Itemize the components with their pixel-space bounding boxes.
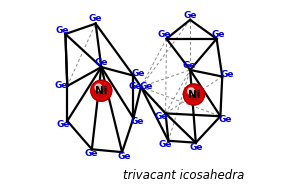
Text: Ge: Ge: [189, 143, 203, 152]
Circle shape: [192, 93, 196, 96]
Circle shape: [190, 91, 198, 98]
Circle shape: [186, 87, 202, 102]
Circle shape: [94, 84, 109, 98]
Text: Ge: Ge: [218, 115, 231, 124]
Circle shape: [96, 85, 106, 96]
Circle shape: [187, 88, 201, 101]
Circle shape: [96, 85, 107, 96]
Circle shape: [191, 92, 197, 97]
Circle shape: [193, 94, 194, 95]
Text: Ge: Ge: [56, 26, 69, 35]
Text: Ge: Ge: [132, 69, 145, 78]
Circle shape: [185, 86, 203, 103]
Text: Ge: Ge: [220, 70, 234, 78]
Circle shape: [100, 89, 103, 92]
Circle shape: [188, 89, 200, 100]
Text: Ge: Ge: [131, 117, 144, 126]
Text: Ge: Ge: [94, 58, 108, 67]
Circle shape: [100, 90, 102, 92]
Circle shape: [93, 83, 109, 99]
Circle shape: [97, 87, 106, 95]
Circle shape: [97, 86, 106, 95]
Circle shape: [100, 89, 103, 92]
Circle shape: [101, 90, 102, 91]
Circle shape: [186, 87, 202, 102]
Circle shape: [190, 91, 197, 98]
Circle shape: [192, 92, 196, 97]
Text: Ge: Ge: [154, 112, 168, 121]
Text: Ge: Ge: [159, 140, 173, 149]
Circle shape: [188, 89, 199, 100]
Circle shape: [184, 85, 204, 104]
Text: Ge: Ge: [140, 82, 153, 91]
Circle shape: [191, 92, 196, 97]
Circle shape: [189, 90, 199, 99]
Circle shape: [185, 85, 203, 104]
Circle shape: [97, 87, 105, 94]
Text: Ge: Ge: [183, 11, 197, 20]
Circle shape: [95, 84, 108, 97]
Circle shape: [91, 81, 111, 101]
Circle shape: [187, 88, 201, 101]
Circle shape: [188, 88, 194, 94]
Circle shape: [184, 84, 204, 105]
Circle shape: [186, 86, 202, 103]
Circle shape: [94, 84, 108, 98]
Text: trivacant icosahedra: trivacant icosahedra: [123, 169, 244, 182]
Circle shape: [99, 89, 103, 93]
Text: Ni: Ni: [188, 90, 200, 99]
Circle shape: [191, 91, 197, 98]
Text: Ge: Ge: [55, 81, 68, 90]
Circle shape: [100, 90, 102, 91]
Text: Ge: Ge: [157, 30, 171, 39]
Circle shape: [190, 90, 198, 99]
Text: Ge: Ge: [84, 149, 98, 158]
Circle shape: [189, 89, 199, 100]
Circle shape: [187, 87, 201, 102]
Circle shape: [188, 88, 200, 101]
Circle shape: [189, 90, 199, 99]
Circle shape: [92, 81, 111, 100]
Circle shape: [93, 82, 110, 99]
Circle shape: [95, 84, 102, 91]
Text: Ni: Ni: [95, 86, 108, 96]
Circle shape: [193, 93, 195, 96]
Text: Ge: Ge: [129, 82, 142, 91]
Circle shape: [93, 82, 110, 99]
Circle shape: [193, 94, 195, 96]
Circle shape: [98, 88, 104, 94]
Circle shape: [95, 84, 108, 97]
Circle shape: [92, 82, 110, 100]
Circle shape: [184, 84, 204, 105]
Text: Ge: Ge: [56, 120, 70, 129]
Circle shape: [94, 83, 109, 98]
Circle shape: [91, 81, 111, 100]
Circle shape: [95, 85, 107, 97]
Circle shape: [98, 87, 105, 94]
Text: Ge: Ge: [212, 30, 225, 39]
Circle shape: [184, 85, 203, 104]
Text: Ge: Ge: [182, 61, 196, 70]
Text: Ge: Ge: [89, 14, 102, 23]
Circle shape: [99, 88, 104, 93]
Circle shape: [97, 86, 106, 96]
Text: Ge: Ge: [117, 152, 131, 161]
Circle shape: [99, 88, 104, 94]
Circle shape: [91, 80, 112, 101]
Circle shape: [193, 94, 195, 95]
